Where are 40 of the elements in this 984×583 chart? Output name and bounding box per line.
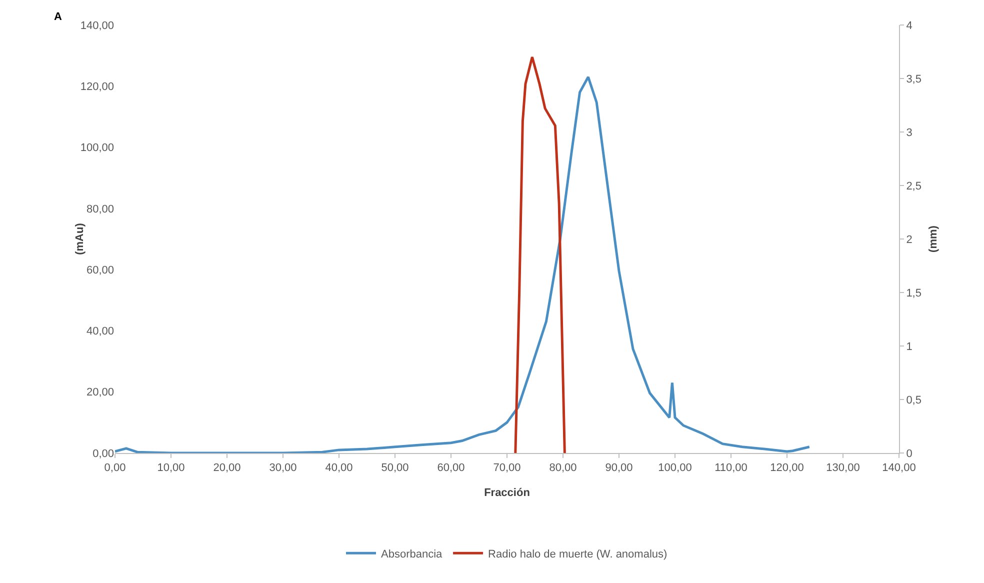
y-tick-label: 100,00 [80,142,114,154]
x-tick-label: 60,00 [437,462,465,474]
text: A [54,11,62,23]
y-tick-label: 140,00 [80,20,114,32]
legend-label: Radio halo de muerte (W. anomalus) [488,548,668,560]
x-tick-label: 30,00 [269,462,297,474]
y-tick-label: 40,00 [86,326,114,338]
legend-label: Absorbancia [381,548,444,560]
y2-tick-label: 0 [906,448,912,460]
x-axis-title: Fracción [484,487,530,499]
x-tick-label: 90,00 [605,462,633,474]
x-tick-label: 20,00 [213,462,241,474]
x-tick-label: 140,00 [882,462,916,474]
y-tick-label: 80,00 [86,203,114,216]
y-tick-label: 0,00 [92,448,114,460]
x-tick-label: 70,00 [493,462,521,474]
y2-axis-title: (mm) [928,225,940,252]
y-tick-label: 120,00 [80,80,114,93]
x-tick-label: 50,00 [381,462,409,474]
y2-tick-label: 3 [906,126,912,139]
x-tick-label: 80,00 [549,462,577,474]
y2-tick-label: 1 [906,340,912,353]
line-series [115,76,811,453]
y-tick-label: 20,00 [86,386,114,399]
x-tick-label: 0,00 [104,462,126,474]
x-tick-label: 110,00 [714,462,748,474]
x-tick-label: 10,00 [157,462,185,474]
x-tick-label: 130,00 [826,462,860,474]
y2-tick-label: 2,5 [906,180,922,192]
y-axis-title: (mAu) [74,222,86,255]
y2-tick-label: 4 [906,20,912,32]
y-tick-label: 60,00 [86,264,114,276]
y2-tick-label: 2 [906,234,912,246]
x-tick-label: 120,00 [770,462,804,474]
y2-tick-label: 0,5 [906,394,922,406]
x-tick-label: 40,00 [325,462,353,474]
x-tick-label: 100,00 [658,462,692,474]
y2-tick-label: 3,5 [906,73,922,86]
y2-tick-label: 1,5 [906,287,922,300]
line-series [514,56,566,453]
